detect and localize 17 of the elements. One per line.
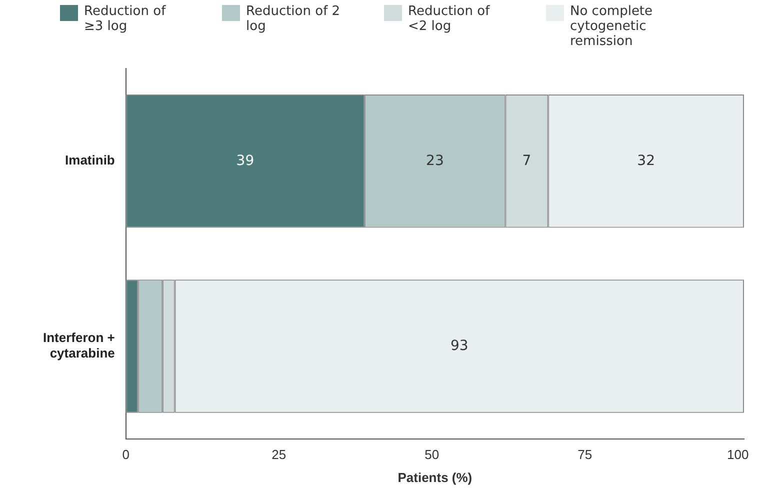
legend-label: Reduction of ≥3 log [84, 4, 167, 34]
x-tick-label: 25 [272, 447, 286, 462]
data-label: 32 [637, 152, 655, 169]
y-tick-label: Interferon + cytarabine [43, 330, 116, 361]
legend-label: Reduction of <2 log [408, 4, 491, 34]
x-axis-title: Patients (%) [398, 470, 472, 485]
x-tick-label: 50 [424, 447, 440, 462]
y-tick-label: Imatinib [65, 152, 115, 168]
data-label: 39 [236, 152, 254, 169]
legend-label: No complete cytogenetic remission [570, 4, 654, 49]
x-tick-label: 100 [727, 447, 749, 462]
data-label: 23 [426, 152, 444, 169]
x-tick-label: 75 [578, 447, 592, 462]
data-label: 7 [522, 152, 532, 169]
legend-label: Reduction of 2 log [246, 4, 342, 34]
data-label: 93 [450, 338, 468, 354]
x-tick-label: 0 [122, 447, 130, 462]
